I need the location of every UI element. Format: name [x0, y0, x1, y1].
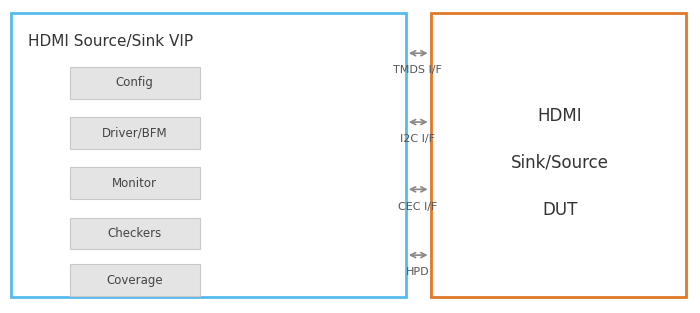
Bar — [70, 264, 199, 296]
Text: DUT: DUT — [542, 201, 578, 219]
Text: HDMI: HDMI — [538, 107, 582, 125]
Text: Driver/BFM: Driver/BFM — [102, 126, 167, 140]
Bar — [10, 13, 406, 297]
Text: TMDS I/F: TMDS I/F — [393, 65, 442, 75]
Text: Sink/Source: Sink/Source — [511, 154, 609, 172]
Text: Config: Config — [116, 76, 154, 90]
Bar — [70, 67, 199, 99]
Text: I2C I/F: I2C I/F — [400, 134, 435, 144]
Bar — [70, 218, 199, 249]
Text: Coverage: Coverage — [106, 274, 163, 287]
Text: HDMI Source/Sink VIP: HDMI Source/Sink VIP — [28, 34, 193, 49]
Text: Monitor: Monitor — [112, 177, 158, 190]
Bar — [430, 13, 686, 297]
Text: Checkers: Checkers — [108, 227, 162, 240]
Text: HPD: HPD — [406, 267, 430, 277]
Bar — [70, 117, 199, 149]
Text: CEC I/F: CEC I/F — [398, 202, 438, 212]
Bar — [70, 167, 199, 199]
